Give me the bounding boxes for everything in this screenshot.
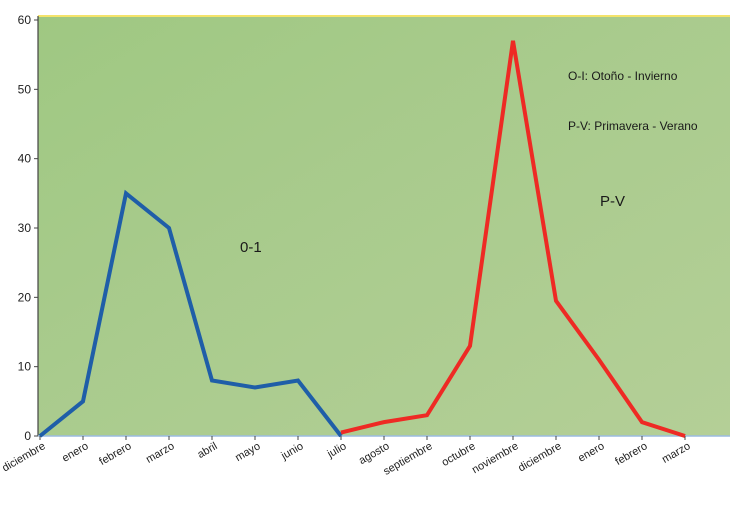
y-tick-label: 0: [24, 429, 31, 443]
x-tick-label: agosto: [357, 440, 392, 467]
y-tick-label: 10: [18, 360, 32, 374]
y-tick-label: 40: [18, 152, 32, 166]
series-label-pv: P-V: [600, 193, 625, 210]
x-tick-label: diciembre: [516, 440, 563, 474]
x-tick-label: febrero: [613, 440, 649, 468]
x-tick-label: febrero: [97, 440, 133, 468]
x-tick-label: enero: [576, 440, 606, 464]
y-tick-label: 20: [18, 290, 32, 304]
x-tick-label: septiembre: [381, 440, 434, 478]
x-tick-label: marzo: [144, 440, 176, 466]
x-tick-label: junio: [278, 440, 305, 463]
x-tick-label: diciembre: [0, 440, 47, 474]
x-tick-label: abril: [195, 440, 219, 461]
x-tick-label: enero: [60, 440, 90, 464]
x-tick-label: marzo: [660, 440, 692, 466]
x-tick-label: noviembre: [470, 440, 520, 476]
y-tick-label: 50: [18, 82, 32, 96]
x-tick-label: julio: [325, 440, 349, 461]
legend-note-pv: P-V: Primavera - Verano: [568, 119, 698, 133]
series-label-oi: 0-1: [240, 239, 262, 256]
y-tick-label: 30: [18, 221, 32, 235]
x-tick-label: mayo: [233, 440, 262, 464]
legend-note-oi: O-I: Otoño - Invierno: [568, 69, 678, 83]
y-tick-label: 60: [18, 13, 32, 27]
